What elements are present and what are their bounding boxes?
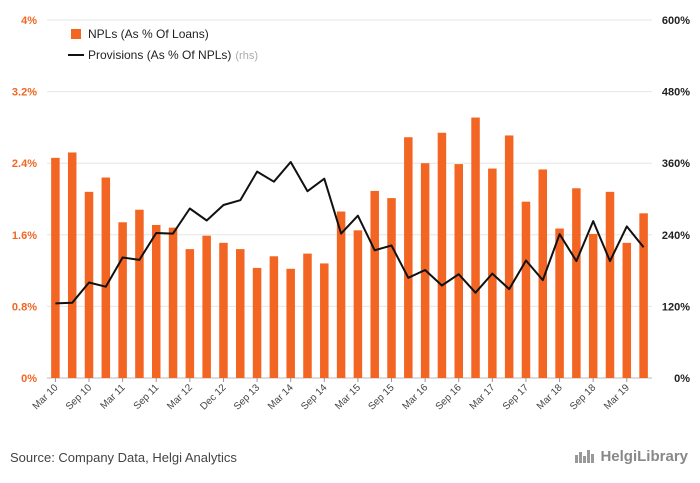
npl-bar <box>252 267 262 378</box>
npl-bar <box>67 152 77 378</box>
x-axis: Mar 10 Sep 10 Mar 11 Sep 11 Mar 12 Dec 12 Sep … <box>31 378 632 413</box>
npl-bar <box>135 209 144 378</box>
npl-bar <box>454 164 463 378</box>
x-tick-label: Mar 19 <box>602 382 632 412</box>
legend-label-provisions-text: Provisions (As % Of NPLs) <box>88 48 231 62</box>
x-tick-label: Sep 18 <box>568 382 598 412</box>
brand-logo: HelgiLibrary <box>574 447 688 465</box>
right-tick-label: 0% <box>674 373 690 385</box>
x-tick-label: Mar 14 <box>266 382 296 412</box>
npl-bars <box>51 117 648 379</box>
x-tick-label: Mar 12 <box>165 382 195 412</box>
npl-bar <box>538 169 548 378</box>
npl-bar <box>588 233 598 378</box>
x-tick-label: Mar 10 <box>31 382 61 412</box>
left-tick-label: 2.4% <box>12 158 37 170</box>
legend-swatch-npl <box>71 29 81 39</box>
x-tick-label: Sep 11 <box>132 382 162 412</box>
x-tick-label: Sep 10 <box>64 382 94 412</box>
library-icon <box>575 450 595 463</box>
left-tick-label: 1.6% <box>12 230 37 242</box>
npl-bar <box>437 132 447 378</box>
npl-bar <box>151 224 161 378</box>
right-tick-label: 480% <box>662 87 690 99</box>
npl-bar <box>404 137 413 378</box>
x-tick-label: Mar 15 <box>333 382 363 412</box>
npl-bar <box>303 253 312 378</box>
npl-bar <box>236 249 245 378</box>
chart: 0% 0.8% 1.6% 2.4% 3.2% 4% 0% 120% 240% 360% 480% 6… <box>12 15 690 413</box>
legend-rhs-note: (rhs) <box>235 50 258 62</box>
right-tick-label: 240% <box>662 230 690 242</box>
right-tick-label: 120% <box>662 301 690 313</box>
x-tick-label: Sep 16 <box>434 382 464 412</box>
npl-bar <box>353 230 363 378</box>
x-tick-label: Mar 17 <box>468 382 498 412</box>
legend: NPLs (As % Of Loans) Provisions (As % Of… <box>68 27 258 62</box>
npl-bar <box>521 201 531 378</box>
left-tick-label: 0.8% <box>12 301 37 313</box>
npl-bar <box>51 157 60 378</box>
left-tick-label: 4% <box>21 15 37 27</box>
provisions-line <box>55 161 645 305</box>
npl-bar <box>605 191 615 378</box>
npl-bar <box>572 188 581 378</box>
npl-bar <box>101 177 111 378</box>
npl-bar <box>84 191 94 378</box>
npl-bar <box>286 268 295 378</box>
npl-bar <box>336 211 346 378</box>
right-axis: 0% 120% 240% 360% 480% 600% <box>662 15 690 385</box>
legend-label-provisions: Provisions (As % Of NPLs) (rhs) <box>88 48 258 62</box>
npl-bar <box>168 227 178 378</box>
npl-bar <box>370 190 379 378</box>
npl-bar <box>219 242 228 378</box>
x-tick-label: Mar 16 <box>400 382 430 412</box>
npl-bar <box>118 222 127 378</box>
npl-bar <box>471 117 480 379</box>
x-tick-label: Sep 15 <box>366 382 396 412</box>
npl-bar <box>185 249 195 378</box>
npl-bar <box>269 256 279 378</box>
right-tick-label: 360% <box>662 158 690 170</box>
left-tick-label: 3.2% <box>12 87 37 99</box>
right-tick-label: 600% <box>662 15 690 27</box>
legend-label-npl: NPLs (As % Of Loans) <box>88 27 209 41</box>
x-tick-label: Dec 12 <box>198 382 228 412</box>
x-tick-label: Sep 17 <box>501 382 531 412</box>
left-tick-label: 0% <box>21 373 37 385</box>
gridlines <box>47 19 652 379</box>
brand-name: HelgiLibrary <box>600 447 688 465</box>
x-tick-label: Mar 11 <box>98 382 128 412</box>
npl-bar <box>320 263 329 378</box>
npl-bar <box>622 242 632 378</box>
npl-bar <box>639 213 648 378</box>
left-axis: 0% 0.8% 1.6% 2.4% 3.2% 4% <box>12 15 37 385</box>
provisions-series-line <box>55 161 645 305</box>
x-tick-label: Sep 14 <box>299 382 329 412</box>
npl-bar <box>504 135 514 378</box>
npl-bar <box>202 235 211 378</box>
x-tick-label: Mar 18 <box>535 382 565 412</box>
npl-bar <box>555 228 564 378</box>
source-note: Source: Company Data, Helgi Analytics <box>10 450 237 465</box>
npl-bar <box>387 198 396 378</box>
x-tick-label: Sep 13 <box>232 382 262 412</box>
